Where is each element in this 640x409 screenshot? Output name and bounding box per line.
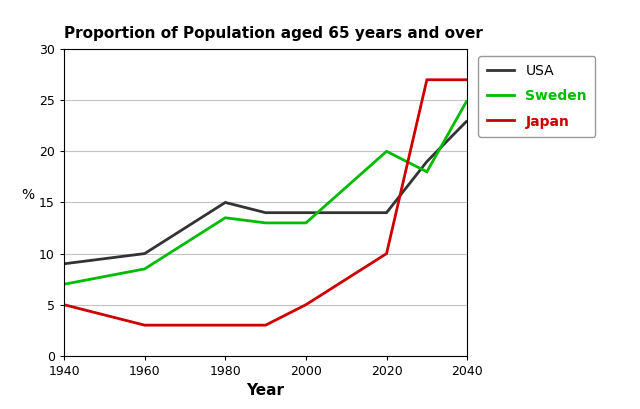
USA xyxy=(302,210,310,215)
Japan xyxy=(221,323,229,328)
Sweden xyxy=(221,215,229,220)
Japan xyxy=(141,323,148,328)
Sweden xyxy=(463,98,471,103)
Sweden xyxy=(423,169,431,174)
Japan xyxy=(383,251,390,256)
Japan xyxy=(302,302,310,307)
X-axis label: Year: Year xyxy=(246,383,285,398)
Line: USA: USA xyxy=(64,121,467,264)
Legend: USA, Sweden, Japan: USA, Sweden, Japan xyxy=(478,56,595,137)
Japan xyxy=(423,77,431,82)
Y-axis label: %: % xyxy=(21,189,35,202)
Sweden xyxy=(302,220,310,225)
Line: Japan: Japan xyxy=(64,80,467,325)
USA xyxy=(423,159,431,164)
Line: Sweden: Sweden xyxy=(64,100,467,284)
Sweden xyxy=(383,149,390,154)
Sweden xyxy=(262,220,269,225)
USA xyxy=(60,261,68,266)
USA xyxy=(221,200,229,205)
USA xyxy=(141,251,148,256)
Sweden xyxy=(60,282,68,287)
Japan xyxy=(262,323,269,328)
Japan xyxy=(60,302,68,307)
Sweden xyxy=(141,267,148,272)
USA xyxy=(463,118,471,123)
Text: Proportion of Population aged 65 years and over: Proportion of Population aged 65 years a… xyxy=(64,26,483,41)
Japan xyxy=(463,77,471,82)
USA xyxy=(383,210,390,215)
USA xyxy=(262,210,269,215)
